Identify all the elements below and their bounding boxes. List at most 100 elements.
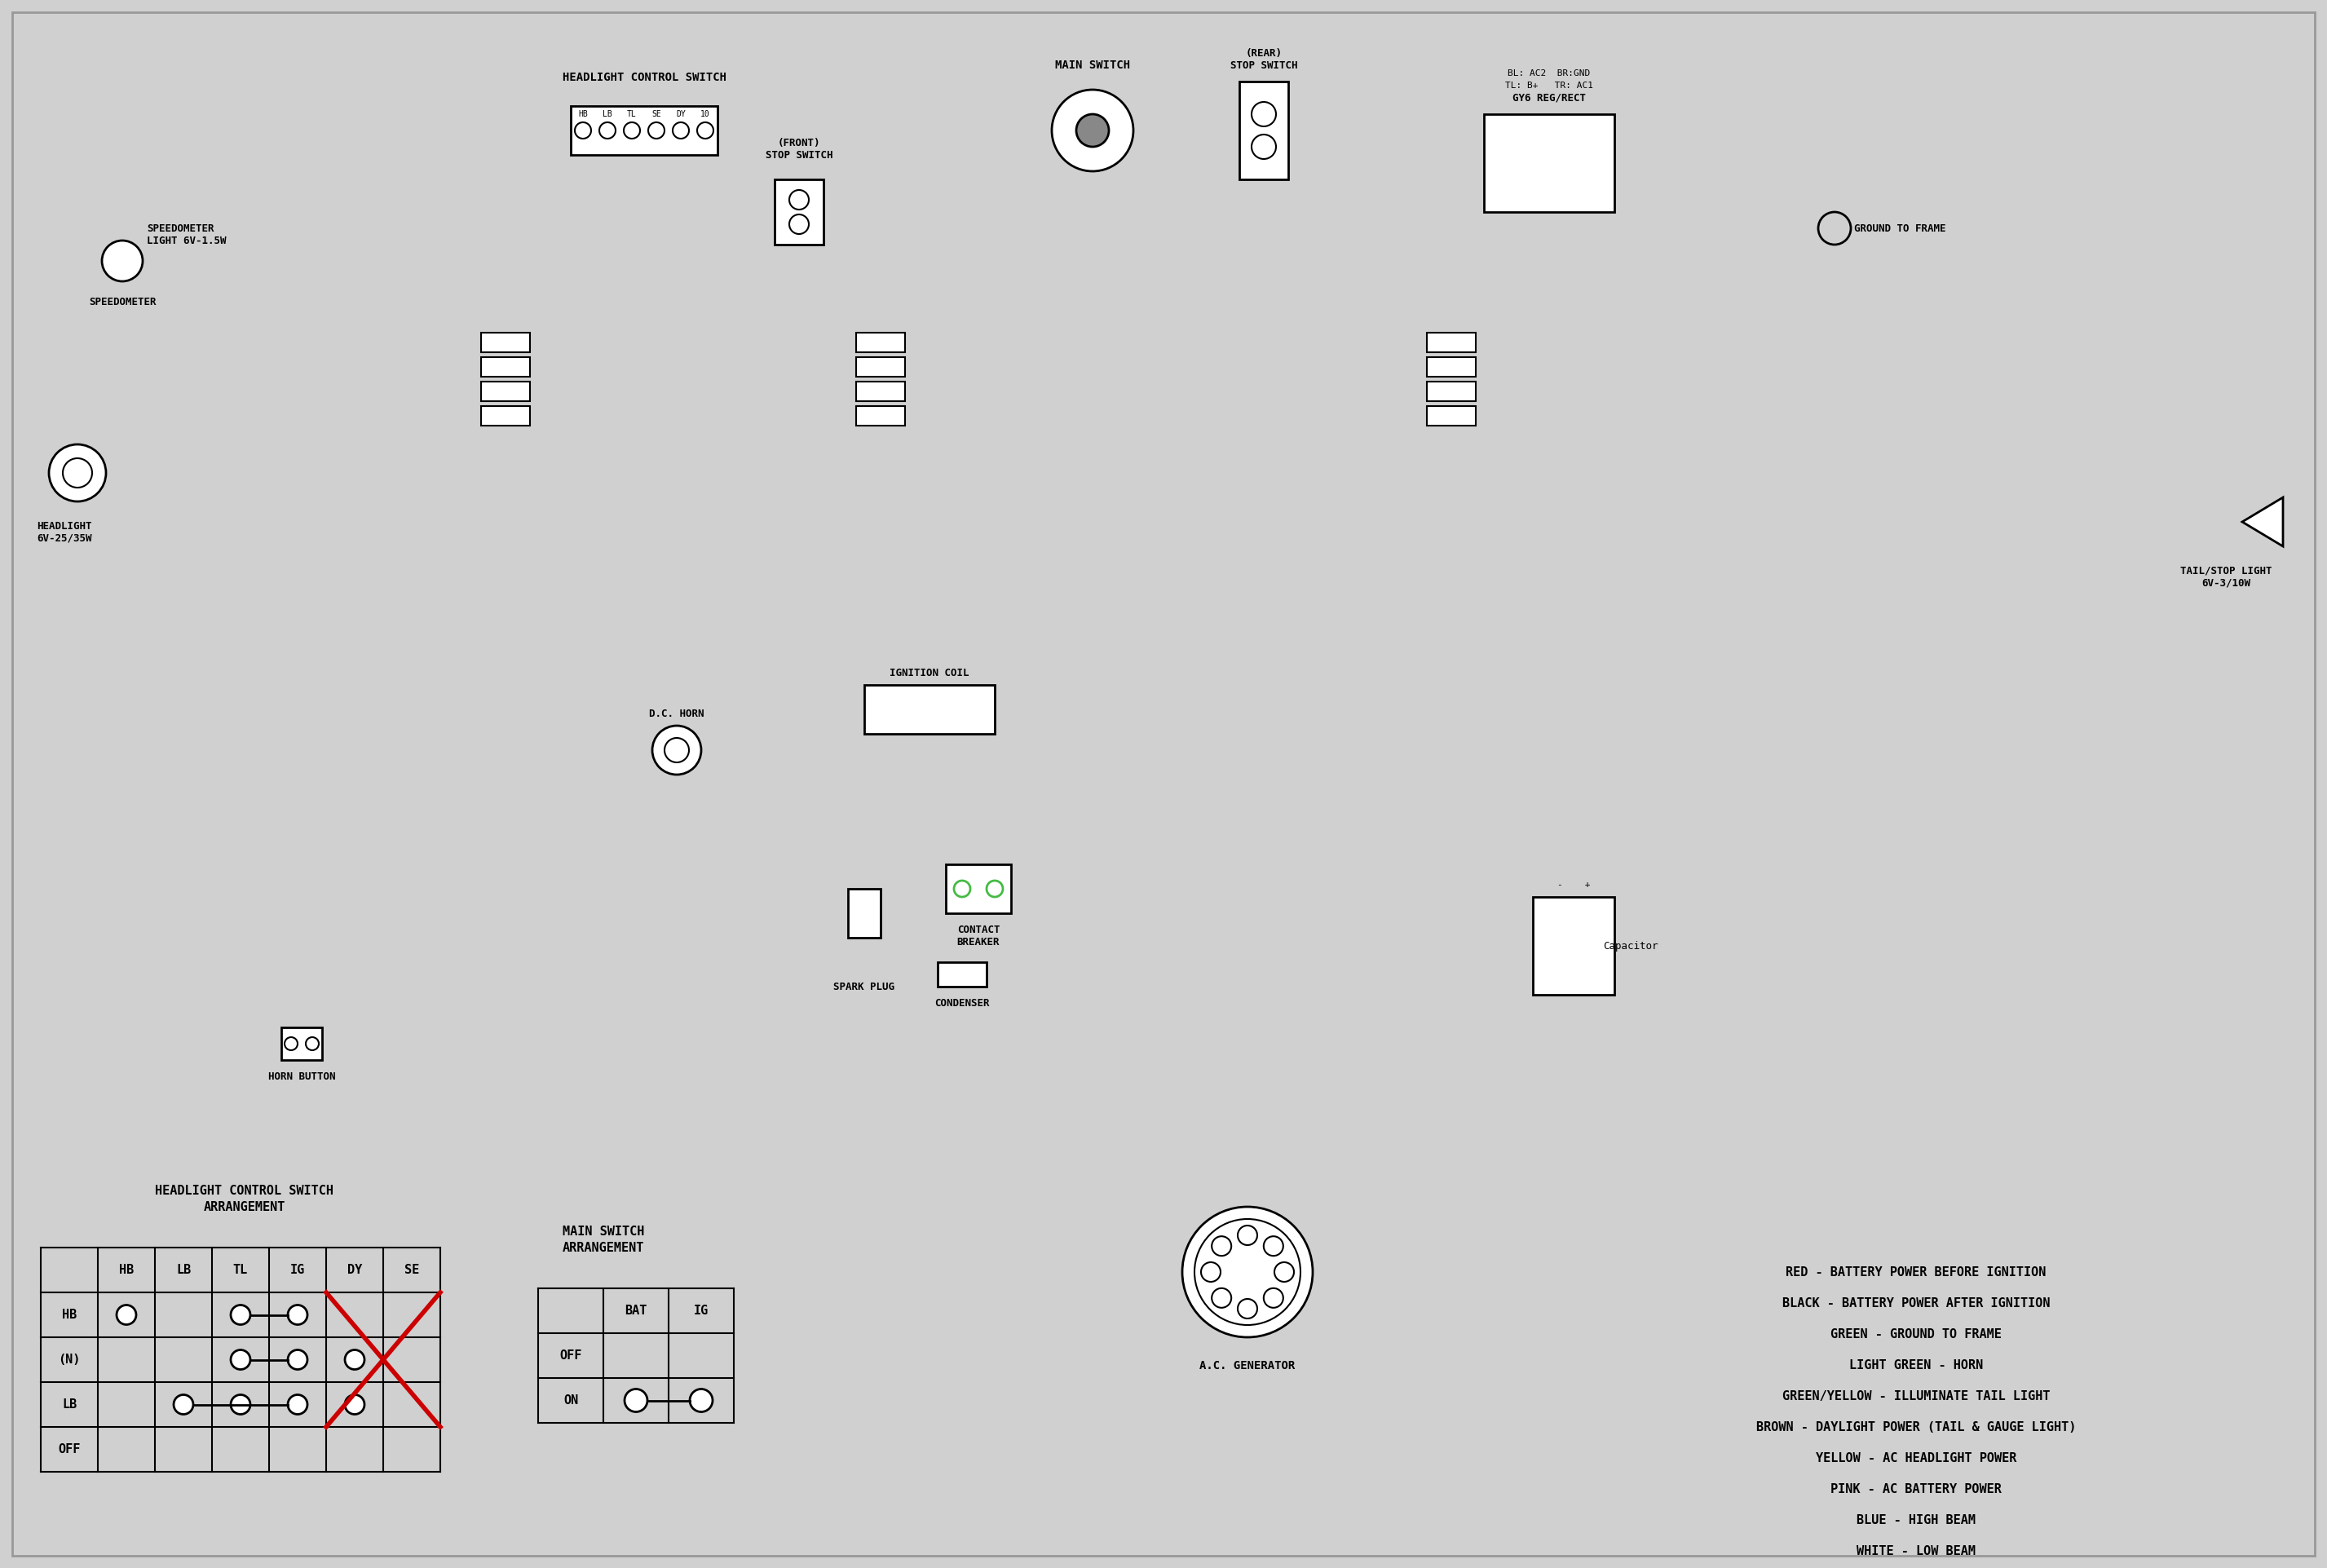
Circle shape	[624, 122, 640, 138]
Circle shape	[49, 444, 107, 502]
Circle shape	[230, 1350, 251, 1369]
Circle shape	[1212, 1289, 1231, 1308]
Circle shape	[624, 1389, 647, 1411]
Circle shape	[600, 122, 617, 138]
Polygon shape	[2243, 497, 2283, 546]
FancyBboxPatch shape	[938, 963, 987, 986]
FancyBboxPatch shape	[856, 406, 905, 425]
Circle shape	[305, 1036, 319, 1051]
FancyBboxPatch shape	[1426, 358, 1475, 376]
Text: SPEEDOMETER: SPEEDOMETER	[88, 296, 156, 307]
FancyBboxPatch shape	[945, 864, 1010, 913]
Text: PINK - AC BATTERY POWER: PINK - AC BATTERY POWER	[1831, 1483, 2001, 1494]
Text: -    +: - +	[1557, 881, 1589, 889]
Circle shape	[666, 739, 689, 762]
Circle shape	[1052, 89, 1133, 171]
Text: TL: TL	[626, 110, 638, 118]
Circle shape	[1077, 114, 1110, 147]
Text: MAIN SWITCH: MAIN SWITCH	[563, 1225, 645, 1237]
Text: LB: LB	[63, 1399, 77, 1411]
Text: A.C. GENERATOR: A.C. GENERATOR	[1201, 1359, 1296, 1372]
Text: ON: ON	[563, 1394, 577, 1406]
Text: IG: IG	[693, 1305, 710, 1317]
Text: DY: DY	[347, 1264, 363, 1276]
Text: (FRONT): (FRONT)	[777, 138, 821, 147]
Text: SPARK PLUG: SPARK PLUG	[833, 982, 896, 993]
FancyBboxPatch shape	[482, 406, 531, 425]
Circle shape	[344, 1350, 365, 1369]
Text: HB: HB	[577, 110, 589, 118]
Circle shape	[689, 1389, 712, 1411]
Text: HEADLIGHT: HEADLIGHT	[37, 521, 91, 532]
Circle shape	[575, 122, 591, 138]
Text: LIGHT 6V-1.5W: LIGHT 6V-1.5W	[147, 235, 226, 246]
Text: HEADLIGHT CONTROL SWITCH: HEADLIGHT CONTROL SWITCH	[563, 72, 726, 83]
Text: ARRANGEMENT: ARRANGEMENT	[205, 1201, 286, 1214]
Circle shape	[649, 122, 666, 138]
Circle shape	[987, 881, 1003, 897]
FancyBboxPatch shape	[863, 685, 994, 734]
Text: LB: LB	[603, 110, 612, 118]
FancyBboxPatch shape	[847, 889, 880, 938]
Text: LIGHT GREEN - HORN: LIGHT GREEN - HORN	[1850, 1359, 1983, 1370]
Circle shape	[652, 726, 700, 775]
FancyBboxPatch shape	[482, 381, 531, 401]
Circle shape	[673, 122, 689, 138]
FancyBboxPatch shape	[856, 332, 905, 353]
Text: SPEEDOMETER: SPEEDOMETER	[147, 223, 214, 234]
Circle shape	[1238, 1226, 1257, 1245]
Text: SE: SE	[652, 110, 661, 118]
Text: BREAKER: BREAKER	[956, 936, 1001, 947]
Circle shape	[344, 1394, 365, 1414]
Text: STOP SWITCH: STOP SWITCH	[1231, 60, 1298, 71]
Circle shape	[175, 1394, 193, 1414]
FancyBboxPatch shape	[1533, 897, 1615, 994]
FancyBboxPatch shape	[1426, 406, 1475, 425]
Text: TL: TL	[233, 1264, 249, 1276]
FancyBboxPatch shape	[482, 358, 531, 376]
Text: OFF: OFF	[558, 1350, 582, 1361]
Text: CONTACT: CONTACT	[956, 924, 1001, 935]
Text: SE: SE	[405, 1264, 419, 1276]
Circle shape	[1238, 1298, 1257, 1319]
Circle shape	[1275, 1262, 1294, 1281]
Circle shape	[1264, 1236, 1282, 1256]
Circle shape	[289, 1394, 307, 1414]
Text: ARRANGEMENT: ARRANGEMENT	[563, 1242, 645, 1254]
Text: HB: HB	[63, 1309, 77, 1320]
Text: 6V-25/35W: 6V-25/35W	[37, 533, 91, 544]
Text: LB: LB	[177, 1264, 191, 1276]
Text: HEADLIGHT CONTROL SWITCH: HEADLIGHT CONTROL SWITCH	[156, 1184, 333, 1196]
Text: RED - BATTERY POWER BEFORE IGNITION: RED - BATTERY POWER BEFORE IGNITION	[1785, 1265, 2045, 1278]
FancyBboxPatch shape	[775, 179, 824, 245]
Text: IGNITION COIL: IGNITION COIL	[889, 668, 970, 677]
Text: BAT: BAT	[626, 1305, 647, 1317]
Circle shape	[1212, 1236, 1231, 1256]
Text: D.C. HORN: D.C. HORN	[649, 709, 705, 718]
Text: BL: AC2  BR:GND: BL: AC2 BR:GND	[1508, 69, 1589, 77]
Circle shape	[789, 215, 810, 234]
Text: STOP SWITCH: STOP SWITCH	[766, 149, 833, 160]
Text: HORN BUTTON: HORN BUTTON	[268, 1071, 335, 1082]
Circle shape	[789, 190, 810, 210]
Text: OFF: OFF	[58, 1443, 81, 1455]
Circle shape	[230, 1305, 251, 1325]
Text: CONDENSER: CONDENSER	[935, 997, 989, 1008]
Circle shape	[230, 1394, 251, 1414]
Text: (N): (N)	[58, 1353, 81, 1366]
FancyBboxPatch shape	[1426, 332, 1475, 353]
Circle shape	[1201, 1262, 1222, 1281]
Text: YELLOW - AC HEADLIGHT POWER: YELLOW - AC HEADLIGHT POWER	[1815, 1452, 2018, 1465]
FancyBboxPatch shape	[570, 107, 717, 155]
Circle shape	[954, 881, 970, 897]
Text: MAIN SWITCH: MAIN SWITCH	[1054, 60, 1131, 71]
FancyBboxPatch shape	[856, 358, 905, 376]
FancyBboxPatch shape	[1426, 381, 1475, 401]
Circle shape	[698, 122, 714, 138]
Circle shape	[1182, 1207, 1312, 1338]
Text: 10: 10	[700, 110, 710, 118]
Circle shape	[63, 458, 93, 488]
FancyBboxPatch shape	[856, 381, 905, 401]
FancyBboxPatch shape	[1240, 82, 1289, 179]
Text: Capacitor: Capacitor	[1603, 941, 1659, 952]
